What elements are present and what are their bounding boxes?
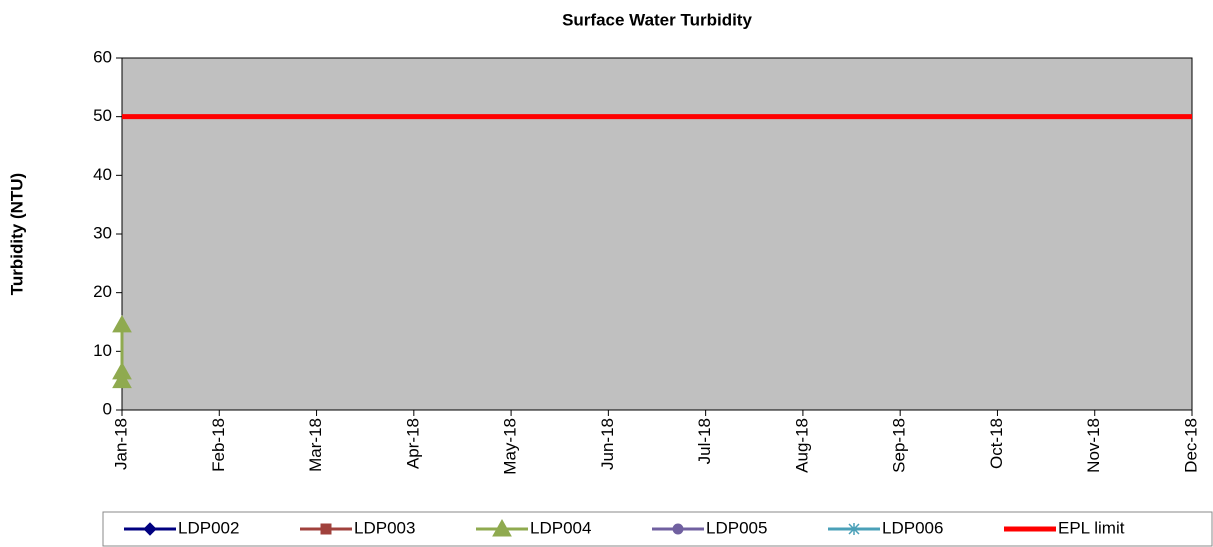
x-tick-label: Jul-18 [695, 418, 714, 464]
x-tick-label: Oct-18 [987, 418, 1006, 469]
legend-marker [672, 523, 684, 535]
plot-area [121, 57, 1193, 411]
x-tick-label: Dec-18 [1181, 418, 1200, 473]
data-point [112, 370, 132, 389]
chart-title: Surface Water Turbidity [562, 10, 752, 29]
data-point [112, 314, 132, 333]
y-tick-label: 20 [93, 282, 112, 301]
legend-marker [143, 522, 157, 536]
y-tick-label: 10 [93, 341, 112, 360]
y-tick-label: 40 [93, 165, 112, 184]
y-tick-label: 30 [93, 223, 112, 242]
legend-label: EPL limit [1058, 518, 1125, 537]
y-tick-label: 50 [93, 106, 112, 125]
x-tick-label: Feb-18 [209, 418, 228, 472]
legend-label: LDP003 [354, 518, 415, 537]
legend-marker [492, 518, 512, 537]
x-tick-label: Aug-18 [792, 418, 811, 473]
x-tick-label: Jun-18 [598, 418, 617, 470]
legend-marker [848, 523, 860, 535]
y-axis-label: Turbidity (NTU) [7, 173, 26, 295]
legend-label: LDP002 [178, 518, 239, 537]
y-tick-label: 60 [93, 47, 112, 66]
legend-label: LDP004 [530, 518, 591, 537]
x-tick-label: Mar-18 [306, 418, 325, 472]
x-tick-label: Jan-18 [111, 418, 130, 470]
legend-marker [320, 523, 332, 535]
y-tick-label: 0 [103, 399, 112, 418]
x-tick-label: May-18 [501, 418, 520, 475]
x-tick-label: Apr-18 [403, 418, 422, 469]
x-tick-label: Nov-18 [1084, 418, 1103, 473]
legend-label: LDP006 [882, 518, 943, 537]
x-tick-label: Sep-18 [890, 418, 909, 473]
legend-label: LDP005 [706, 518, 767, 537]
